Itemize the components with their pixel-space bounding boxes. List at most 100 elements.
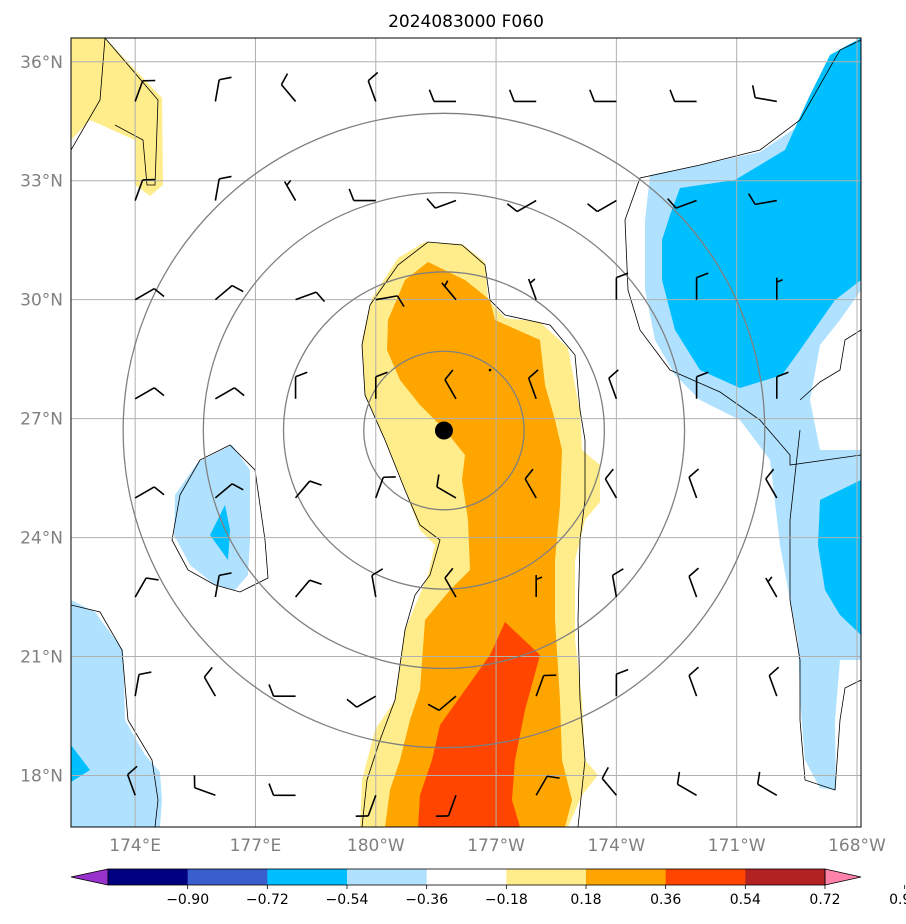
- wind-barb: [435, 795, 457, 818]
- wind-barb: [676, 771, 697, 796]
- wind-barb: [134, 486, 165, 499]
- wind-barb: [214, 175, 232, 201]
- wind-barb: [508, 89, 537, 103]
- wind-barb: [535, 674, 557, 697]
- colorbar-outline: [107, 868, 826, 886]
- wind-barb: [214, 572, 232, 598]
- colorbar-tick-label: −0.54: [326, 892, 369, 908]
- wind-barb: [611, 568, 624, 598]
- x-tick-label: 168°W: [828, 836, 886, 856]
- colorbar-tick-label: 0.18: [570, 892, 601, 908]
- wind-barb: [524, 468, 537, 499]
- negative-area-level2: [662, 38, 861, 388]
- wind-barb: [203, 666, 217, 697]
- wind-barb: [695, 272, 709, 300]
- range-ring: [282, 271, 606, 590]
- storm-center-marker: [434, 421, 453, 440]
- wind-barb: [669, 89, 697, 103]
- y-axis-ticks: 36°N 33°N 30°N 27°N 24°N 21°N 18°N: [20, 53, 63, 787]
- negative-area-level2: [818, 480, 861, 635]
- wind-barb: [126, 765, 138, 796]
- wind-barb: [371, 568, 384, 598]
- colorbar: −0.90 −0.72 −0.54 −0.36 −0.18 0.18 0.36 0.54 0.7…: [70, 868, 906, 908]
- wind-barb: [756, 771, 778, 796]
- wind-barb: [695, 371, 709, 399]
- colorbar-segment: [347, 869, 428, 885]
- wind-barb: [775, 277, 783, 300]
- wind-barb: [295, 291, 326, 303]
- wind-barb: [367, 71, 379, 102]
- wind-barb: [587, 199, 617, 213]
- colorbar-extend-low: [70, 868, 109, 886]
- wind-barb: [134, 577, 159, 598]
- wind-barb: [535, 775, 560, 796]
- wind-barb: [134, 287, 165, 301]
- wind-barb: [667, 198, 697, 209]
- colorbar-extend-high: [824, 868, 862, 886]
- shaded-contours: [71, 38, 861, 827]
- negative-area-level2: [71, 745, 90, 782]
- wind-barb: [535, 575, 543, 598]
- wind-barb: [589, 89, 617, 103]
- wind-barb: [355, 795, 377, 818]
- wind-barbs: [126, 71, 789, 818]
- x-tick-label: 174°W: [587, 836, 645, 856]
- wind-barb: [374, 371, 388, 399]
- negative-area-level1: [174, 445, 250, 590]
- wind-barb: [268, 684, 296, 697]
- colorbar-tick-label: −0.36: [405, 892, 448, 908]
- wind-barb: [193, 775, 216, 797]
- colorbar-segment: [745, 869, 826, 885]
- wind-barb: [375, 295, 405, 308]
- wind-barb: [444, 567, 457, 598]
- wind-barb: [506, 199, 537, 213]
- wind-barb: [747, 193, 777, 206]
- wind-barb: [441, 280, 457, 301]
- colorbar-segment: [187, 869, 268, 885]
- wind-barb: [283, 179, 297, 201]
- y-tick-label: 36°N: [20, 53, 63, 73]
- map-frame: [70, 37, 862, 828]
- wind-barb: [765, 468, 778, 499]
- x-tick-label: 180°W: [347, 836, 405, 856]
- wind-barb: [775, 371, 789, 399]
- x-tick-label: 171°W: [708, 836, 766, 856]
- colorbar-segment: [506, 869, 587, 885]
- colorbar-segment: [108, 869, 189, 885]
- x-tick-label: 174°E: [109, 836, 161, 856]
- wind-barb: [765, 576, 778, 598]
- range-rings: [122, 112, 766, 749]
- wind-barb: [601, 767, 617, 796]
- y-tick-label: 30°N: [20, 291, 63, 311]
- wind-barb: [436, 474, 457, 499]
- wind-barb: [294, 371, 308, 399]
- negative-area-level2: [210, 505, 230, 560]
- x-tick-label: 177°E: [230, 836, 282, 856]
- colorbar-segment: [665, 869, 746, 885]
- x-tick-label: 177°W: [467, 836, 525, 856]
- wind-barb: [688, 567, 700, 598]
- y-tick-label: 27°N: [20, 410, 63, 430]
- wind-barb: [527, 369, 539, 400]
- colorbar-tick-label: −0.72: [246, 892, 289, 908]
- wind-barb: [527, 278, 537, 300]
- positive-area-level1: [71, 38, 163, 196]
- colorbar-tick-label: 0.54: [730, 892, 761, 908]
- wind-barb: [268, 783, 296, 797]
- wind-barb: [751, 85, 777, 103]
- wind-barb: [768, 666, 780, 697]
- wind-barb: [426, 198, 457, 209]
- wind-barb: [134, 387, 165, 400]
- range-ring: [363, 350, 525, 511]
- wind-barb: [608, 369, 619, 400]
- colorbar-segment: [267, 869, 348, 885]
- colorbar-segment: [586, 869, 667, 885]
- wind-barb: [134, 671, 152, 697]
- wind-barb: [294, 579, 322, 598]
- colorbar-tick-label: −0.18: [485, 892, 528, 908]
- colorbar-tick-label: 0.90: [889, 892, 906, 908]
- wind-barb: [294, 480, 322, 499]
- range-ring: [122, 112, 766, 749]
- wind-barb: [214, 284, 244, 301]
